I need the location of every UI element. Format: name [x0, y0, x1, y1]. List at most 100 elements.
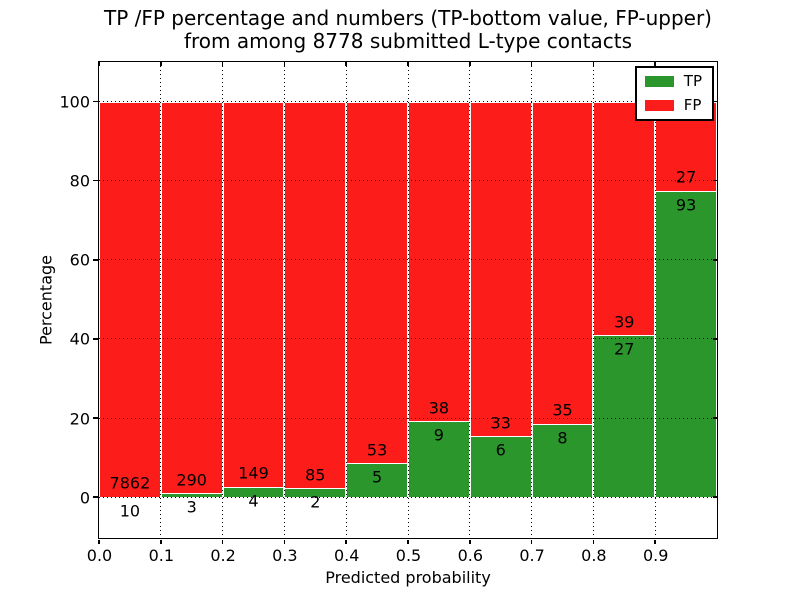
fp-count-label: 149: [238, 463, 269, 483]
x-tick-mark-top: [469, 62, 471, 66]
vertical-gridline: [407, 62, 409, 538]
bar-segment-fp: [408, 101, 470, 422]
x-tick-label: 0.6: [457, 546, 484, 565]
vertical-gridline: [222, 62, 224, 538]
vertical-gridline: [654, 62, 656, 538]
x-tick-mark-top: [160, 62, 162, 66]
bar-segment-tp: [655, 190, 717, 498]
fp-count-label: 85: [305, 465, 326, 485]
x-tick-label: 0.0: [86, 546, 113, 565]
x-tick-mark-top: [407, 62, 409, 66]
chart-title: TP /FP percentage and numbers (TP-bottom…: [98, 7, 718, 53]
y-axis-title: Percentage: [36, 254, 56, 346]
y-tick-mark: [92, 338, 98, 340]
tp-count-label: 6: [495, 440, 506, 460]
bar-segment-tp: [531, 423, 594, 498]
x-tick-label: 0.5: [395, 546, 422, 565]
x-tick-mark: [221, 539, 224, 544]
fp-count-label: 27: [675, 167, 697, 187]
bar-segment-fp: [284, 101, 347, 489]
x-tick-label: 0.1: [148, 546, 175, 565]
bar-segment-tp: [408, 421, 470, 498]
y-tick-mark-right: [713, 496, 717, 498]
y-tick-mark: [92, 100, 98, 103]
legend-label-fp: FP: [683, 96, 702, 114]
bar-segment-fp: [99, 101, 161, 497]
x-tick-mark-top: [530, 62, 533, 66]
y-tick-mark: [92, 179, 98, 182]
plot-area: 7862 10 290 3 149 4 85 2 53 5 38 9 33 6 35 8 39 27 27 93 TP…: [92, 61, 718, 544]
vertical-gridline: [345, 62, 347, 538]
vertical-gridline: [531, 62, 533, 538]
y-tick-label: 60: [69, 250, 90, 270]
x-tick-label: 0.7: [519, 546, 545, 565]
legend-row-fp: FP: [644, 96, 702, 114]
tp-count-label: 5: [372, 467, 383, 487]
fp-count-label: 38: [428, 398, 450, 418]
fp-count-label: 33: [490, 413, 511, 433]
tp-count-label: 27: [614, 339, 635, 359]
y-tick-mark: [92, 259, 98, 261]
y-tick-label: 100: [59, 92, 90, 112]
y-tick-mark-right: [713, 100, 717, 103]
bar-segment-fp: [531, 101, 594, 424]
chart-title-line-2: from among 8778 submitted L-type contact…: [183, 29, 633, 53]
y-tick-label: 20: [69, 409, 90, 429]
x-tick-label: 0.3: [272, 546, 298, 565]
y-tick-mark: [92, 496, 98, 498]
x-tick-label: 0.8: [581, 546, 607, 565]
legend-label-tp: TP: [683, 72, 702, 90]
x-tick-mark-top: [98, 62, 100, 66]
y-tick-mark-right: [713, 179, 717, 182]
y-tick-label: 80: [69, 171, 90, 191]
tp-count-label: 93: [675, 195, 697, 215]
legend-swatch-tp-icon: [644, 76, 674, 87]
x-tick-mark: [530, 539, 533, 544]
bar-segment-fp: [222, 101, 285, 487]
x-tick-mark: [345, 539, 347, 544]
y-tick-mark-right: [713, 338, 717, 340]
y-tick-label: 40: [69, 329, 90, 349]
bar-segment-fp: [160, 101, 223, 494]
bar-segment-fp: [593, 101, 656, 336]
legend-swatch-fp-icon: [644, 100, 674, 111]
x-tick-label: 0.9: [642, 546, 669, 565]
fp-count-label: 35: [552, 400, 573, 420]
fp-count-label: 53: [366, 440, 388, 460]
fp-count-label: 39: [614, 312, 635, 332]
x-tick-mark-top: [345, 62, 347, 66]
bar-segment-tp: [593, 335, 656, 498]
x-tick-label: 0.4: [333, 546, 360, 565]
y-tick-mark-right: [713, 417, 717, 419]
x-tick-mark: [469, 539, 471, 544]
x-tick-mark: [407, 539, 409, 544]
x-tick-mark: [592, 539, 595, 544]
bar-segment-fp: [469, 101, 532, 437]
tp-count-label: 4: [248, 491, 259, 511]
x-tick-mark: [98, 539, 100, 544]
fp-count-label: 7862: [109, 473, 151, 493]
y-tick-mark: [92, 417, 98, 419]
x-tick-mark: [160, 539, 162, 544]
tp-count-label: 3: [186, 497, 197, 517]
x-tick-mark-top: [654, 62, 656, 66]
vertical-gridline: [469, 62, 471, 538]
x-tick-label: 0.2: [210, 546, 236, 565]
x-tick-mark: [283, 539, 286, 544]
y-tick-mark-right: [713, 259, 717, 261]
vertical-gridline: [160, 62, 162, 538]
tp-count-label: 2: [310, 492, 321, 512]
x-tick-mark: [654, 539, 656, 544]
x-tick-mark-top: [221, 62, 224, 66]
x-tick-mark-top: [592, 62, 595, 66]
y-tick-label: 0: [79, 488, 90, 508]
vertical-gridline: [592, 62, 594, 538]
legend: TP FP: [634, 66, 714, 121]
bar-segment-fp: [346, 101, 408, 464]
chart-title-line-1: TP /FP percentage and numbers (TP-bottom…: [104, 6, 712, 30]
tp-count-label: 8: [557, 428, 568, 448]
fp-count-label: 290: [176, 470, 207, 490]
tp-count-label: 9: [433, 425, 444, 445]
bar-segment-tp: [346, 463, 408, 498]
